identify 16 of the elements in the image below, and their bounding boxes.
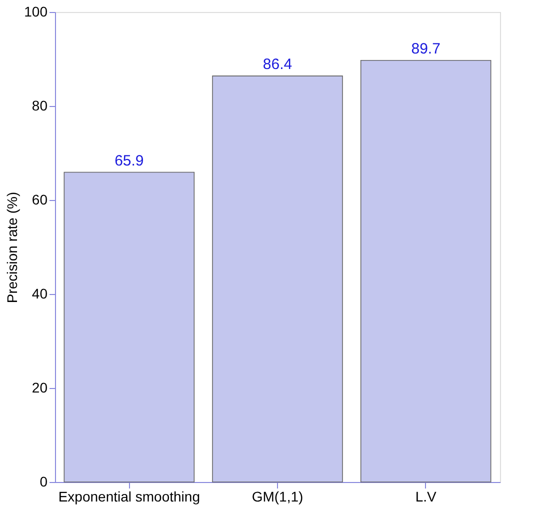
bar bbox=[212, 76, 343, 482]
data-label: 86.4 bbox=[262, 56, 292, 73]
x-tick-label: GM(1,1) bbox=[252, 488, 304, 504]
data-label: 89.7 bbox=[411, 40, 440, 58]
y-tick-label: 20 bbox=[32, 380, 48, 396]
y-tick-label: 0 bbox=[40, 474, 48, 490]
y-tick-label: 40 bbox=[32, 286, 48, 302]
y-tick-label: 100 bbox=[24, 4, 48, 20]
y-tick-label: 80 bbox=[32, 98, 48, 114]
bar bbox=[360, 60, 492, 482]
y-tick-label: 60 bbox=[32, 192, 48, 208]
x-tick-label: Exponential smoothing bbox=[58, 488, 200, 504]
x-tick-label: L.V bbox=[415, 488, 437, 504]
bar bbox=[64, 172, 195, 482]
y-axis-title: Precision rate (%) bbox=[4, 192, 20, 304]
data-label: 65.9 bbox=[114, 152, 144, 170]
